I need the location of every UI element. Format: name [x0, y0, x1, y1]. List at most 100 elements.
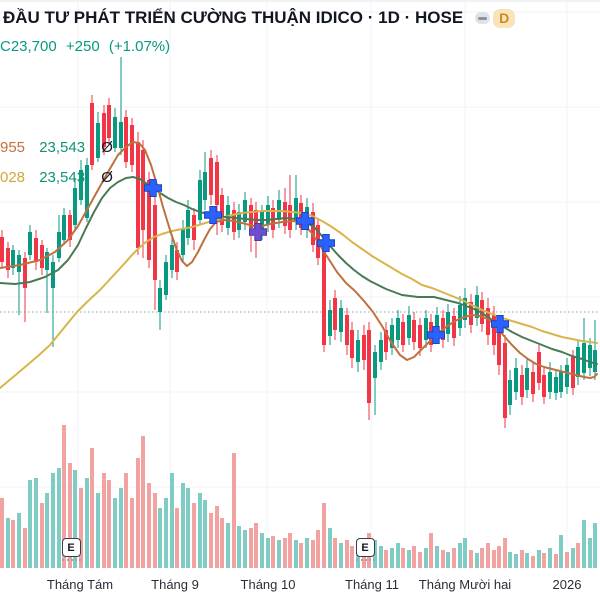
candle-body [130, 125, 134, 165]
candle-body [328, 310, 332, 336]
volume-bar [113, 498, 117, 568]
volume-bar [130, 498, 134, 568]
volume-bar [576, 543, 580, 568]
candle-body [497, 330, 501, 365]
volume-bar [136, 458, 140, 568]
volume-bar [232, 453, 236, 568]
blue-plus-marker[interactable] [204, 206, 222, 224]
volume-bar [514, 554, 518, 568]
candle-body [424, 318, 428, 340]
volume-bar [203, 500, 207, 568]
volume-bar [62, 425, 66, 568]
candle-body [260, 212, 264, 232]
volume-bar [542, 553, 546, 568]
candle-body [525, 368, 529, 390]
volume-bar [283, 538, 287, 568]
volume-bar [345, 540, 349, 568]
time-axis-label: Tháng 9 [151, 577, 199, 592]
volume-bar [249, 528, 253, 568]
time-axis[interactable]: Tháng Tám Tháng 9 Tháng 10 Tháng 11 Tháng Mư… [0, 570, 600, 600]
earnings-marker-dash [355, 559, 375, 561]
candle-body [463, 298, 467, 320]
volume-bar [401, 548, 405, 568]
markers-layer [144, 179, 509, 344]
candle-body [28, 232, 32, 255]
candle-body [548, 372, 552, 392]
candle-body [209, 158, 213, 195]
ma1-value: 955 [0, 139, 26, 156]
volume-bar [119, 488, 123, 568]
candle-body [141, 150, 145, 230]
volume-bar [175, 508, 179, 568]
volume-bar [57, 468, 61, 568]
candle-body [396, 318, 400, 340]
candle-body [508, 380, 512, 405]
ma-legend-row-2[interactable]: 028 23,543 Ø [0, 169, 113, 186]
candle-body [102, 113, 106, 147]
volume-bar [96, 493, 100, 568]
blue-plus-marker[interactable] [317, 234, 335, 252]
collapse-toggle[interactable] [475, 12, 491, 24]
volume-bar [124, 473, 128, 568]
candle-body [339, 308, 343, 332]
volume-bar [192, 503, 196, 568]
earnings-marker[interactable]: E [355, 538, 375, 557]
ma-legend-row-1[interactable]: 955 23,543 Ø [0, 139, 113, 156]
interval-badge[interactable]: D [493, 8, 516, 28]
volume-bar [418, 552, 422, 568]
candle-body [492, 315, 496, 345]
time-axis-label: Tháng Mười hai [418, 577, 512, 592]
volume-bar [452, 548, 456, 568]
volume-bar [73, 470, 77, 568]
volume-bar [469, 550, 473, 568]
volume-bar [435, 546, 439, 568]
candle-body [254, 210, 258, 235]
slashed-zero-icon: Ø [101, 169, 113, 186]
candle-body [520, 375, 524, 397]
blue-plus-marker[interactable] [491, 315, 509, 333]
candle-body [113, 117, 117, 148]
candle-body [537, 352, 541, 383]
time-axis-label: 2026 [552, 577, 582, 592]
candle-body [62, 215, 66, 240]
candle-body [593, 350, 597, 372]
candle-body [11, 250, 15, 268]
volume-bar [350, 546, 354, 568]
candle-body [17, 255, 21, 272]
earnings-marker[interactable]: E [61, 538, 81, 557]
blue-plus-marker[interactable] [144, 179, 162, 197]
volume-bar [294, 540, 298, 568]
volume-bar [254, 523, 258, 568]
candle-body [237, 212, 241, 230]
candle-body [373, 352, 377, 378]
candle-body [34, 238, 38, 262]
candle-body [6, 248, 10, 270]
volume-bar [79, 488, 83, 568]
volume-bar [299, 543, 303, 568]
volume-bar [316, 530, 320, 568]
symbol-title[interactable]: ĐẦU TƯ PHÁT TRIỂN CƯỜNG THUẬN IDICO · 1D… [3, 8, 464, 27]
volume-bar [593, 523, 597, 568]
candle-body [266, 205, 270, 225]
volume-bar [266, 538, 270, 568]
candle-body [57, 232, 61, 258]
volume-bar [412, 546, 416, 568]
candle-body [51, 262, 55, 288]
blue-plus-marker[interactable] [296, 212, 314, 230]
candle-body [220, 195, 224, 225]
volume-bar [373, 540, 377, 568]
volume-bar [356, 548, 360, 568]
candle-body [198, 180, 202, 220]
candle-body [90, 103, 94, 165]
volume-bar [531, 556, 535, 568]
blue-plus-marker[interactable] [427, 326, 445, 344]
volume-bar [220, 518, 224, 568]
volume-bar [0, 498, 4, 568]
volume-bar [102, 473, 106, 568]
purple-plus-marker[interactable] [249, 223, 267, 241]
candle-body [85, 165, 89, 218]
volume-bar [271, 536, 275, 568]
candle-body [588, 345, 592, 368]
